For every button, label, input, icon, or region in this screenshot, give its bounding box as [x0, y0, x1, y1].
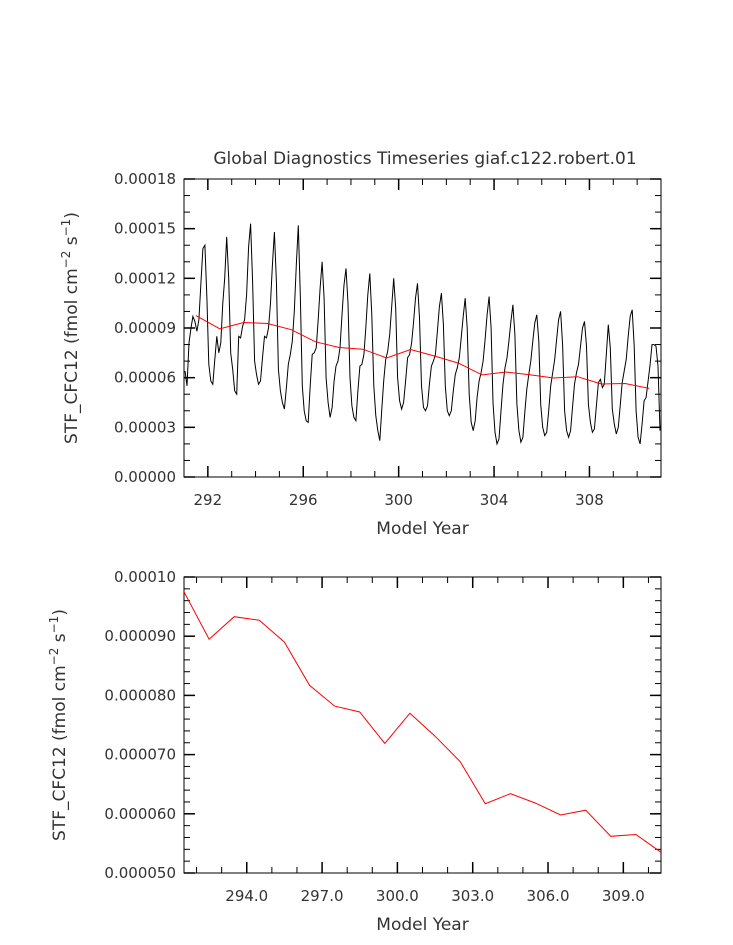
y-axis-label-part: ): [50, 609, 70, 616]
y-tick-label: 0.00010: [114, 568, 176, 586]
x-axis-label: Model Year: [376, 915, 468, 935]
y-axis-label-part: STF_CFC12 (fmol cm: [62, 268, 82, 444]
y-tick-label: 0.00012: [114, 269, 176, 287]
y-axis-label-part: ): [62, 212, 82, 219]
y-tick-label: 0.00000: [114, 468, 176, 486]
y-tick-label: 0.000050: [104, 864, 176, 882]
series-line-monthly: [184, 223, 661, 446]
y-tick-label: 0.000080: [104, 686, 176, 704]
y-tick-label: 0.00006: [114, 369, 176, 387]
y-tick-label: 0.00003: [114, 418, 176, 436]
y-axis-label-part: STF_CFC12 (fmol cm: [50, 665, 70, 841]
x-tick-label: 296: [289, 491, 318, 509]
y-tick-label: 0.00009: [114, 319, 176, 337]
series-line-annual-mean: [184, 591, 661, 853]
x-tick-label: 300.0: [376, 887, 419, 905]
y-axis-label-part: −1: [59, 219, 73, 237]
y-axis-label-part: −2: [47, 648, 61, 666]
y-tick-label: 0.000070: [104, 746, 176, 764]
plot-frame: [183, 178, 662, 478]
x-tick-label: 304: [480, 491, 509, 509]
top-panel: 292 296 300 304 308 0.00000 0.00003 0.00006 0.00…: [59, 170, 662, 539]
y-tick-label: 0.000090: [104, 627, 176, 645]
series-line-annual-mean: [195, 315, 650, 389]
x-tick-label: 309.0: [602, 887, 645, 905]
x-axis-label: Model Year: [376, 519, 468, 539]
y-axis-label-part: s: [50, 633, 70, 647]
x-tick-label: 294.0: [225, 887, 268, 905]
y-axis-label: STF_CFC12 (fmol cm−2 s−1): [47, 609, 70, 841]
y-axis-label-part: −1: [47, 616, 61, 634]
x-tick-label: 292: [194, 491, 223, 509]
y-tick-label: 0.00015: [114, 220, 176, 238]
y-tick-label: 0.00018: [114, 170, 176, 188]
y-tick-label: 0.000060: [104, 805, 176, 823]
x-tick-label: 306.0: [527, 887, 570, 905]
y-axis-label-part: −2: [59, 251, 73, 269]
y-axis-label: STF_CFC12 (fmol cm−2 s−1): [59, 212, 82, 444]
y-axis-label-part: s: [62, 236, 82, 250]
x-tick-label: 308: [575, 491, 604, 509]
bottom-panel: 294.0 297.0 300.0 303.0 306.0 309.0 0.000050 0.…: [47, 568, 662, 935]
x-tick-label: 297.0: [301, 887, 344, 905]
x-tick-label: 300: [384, 491, 413, 509]
x-tick-label: 303.0: [451, 887, 494, 905]
chart-title: Global Diagnostics Timeseries giaf.c122.…: [213, 149, 636, 169]
